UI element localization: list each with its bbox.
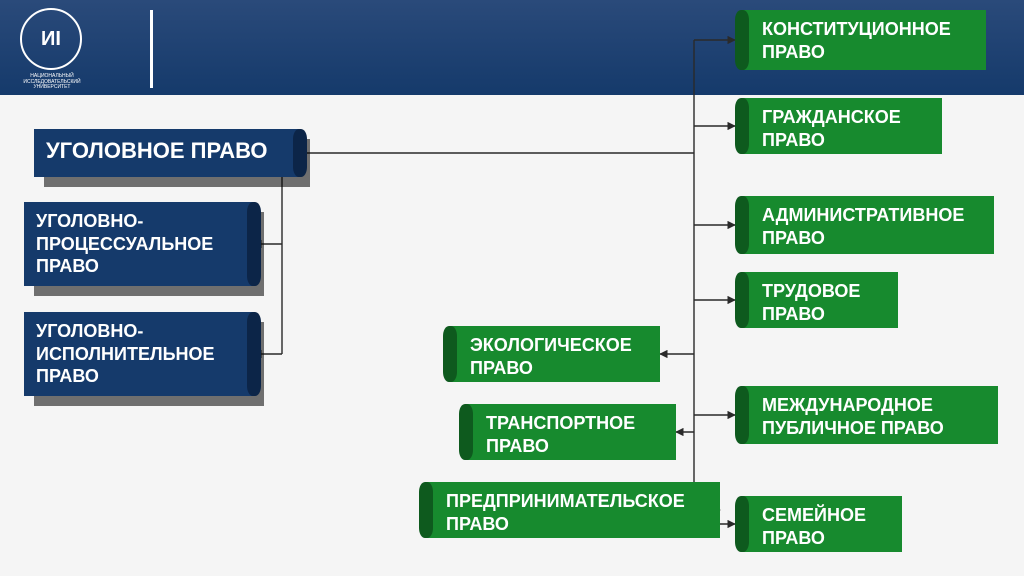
node-label: УГОЛОВНО-ИСПОЛНИТЕЛЬНОЕ ПРАВО — [36, 321, 215, 386]
scroll-icon — [735, 10, 749, 70]
node-label: КОНСТИТУЦИОННОЕ ПРАВО — [762, 19, 951, 62]
node-label: МЕЖДУНАРОДНОЕ ПУБЛИЧНОЕ ПРАВО — [762, 395, 944, 438]
node-label: ТРУДОВОЕ ПРАВО — [762, 281, 860, 324]
scroll-icon — [735, 272, 749, 328]
logo-subtext: НАЦИОНАЛЬНЫЙ ИССЛЕДОВАТЕЛЬСКИЙ УНИВЕРСИТ… — [6, 74, 98, 91]
node-const: КОНСТИТУЦИОННОЕ ПРАВО — [742, 10, 986, 70]
scroll-icon — [247, 312, 261, 396]
node-civil: ГРАЖДАНСКОЕ ПРАВО — [742, 98, 942, 154]
node-family: СЕМЕЙНОЕ ПРАВО — [742, 496, 902, 552]
scroll-icon — [247, 202, 261, 286]
slide: ИI НАЦИОНАЛЬНЫЙ ИССЛЕДОВАТЕЛЬСКИЙ УНИВЕР… — [0, 0, 1024, 576]
scroll-icon — [443, 326, 457, 382]
scroll-icon — [735, 196, 749, 254]
node-label: СЕМЕЙНОЕ ПРАВО — [762, 505, 866, 548]
scroll-icon — [735, 496, 749, 552]
scroll-icon — [459, 404, 473, 460]
node-main: УГОЛОВНОЕ ПРАВО — [34, 129, 300, 177]
node-intl: МЕЖДУНАРОДНОЕ ПУБЛИЧНОЕ ПРАВО — [742, 386, 998, 444]
node-trans: ТРАНСПОРТНОЕ ПРАВО — [466, 404, 676, 460]
node-exec: УГОЛОВНО-ИСПОЛНИТЕЛЬНОЕ ПРАВО — [24, 312, 254, 396]
node-admin: АДМИНИСТРАТИВНОЕ ПРАВО — [742, 196, 994, 254]
node-labor: ТРУДОВОЕ ПРАВО — [742, 272, 898, 328]
node-label: ТРАНСПОРТНОЕ ПРАВО — [486, 413, 635, 456]
node-label: ЭКОЛОГИЧЕСКОЕ ПРАВО — [470, 335, 632, 378]
node-proc: УГОЛОВНО-ПРОЦЕССУАЛЬНОЕ ПРАВО — [24, 202, 254, 286]
hse-logo-icon: ИI — [20, 8, 82, 70]
node-label: ПРЕДПРИНИМАТЕЛЬСКОЕ ПРАВО — [446, 491, 685, 534]
node-label: АДМИНИСТРАТИВНОЕ ПРАВО — [762, 205, 964, 248]
node-label: ГРАЖДАНСКОЕ ПРАВО — [762, 107, 901, 150]
node-eco: ЭКОЛОГИЧЕСКОЕ ПРАВО — [450, 326, 660, 382]
node-label: УГОЛОВНОЕ ПРАВО — [46, 138, 268, 163]
scroll-icon — [735, 386, 749, 444]
scroll-icon — [419, 482, 433, 538]
node-label: УГОЛОВНО-ПРОЦЕССУАЛЬНОЕ ПРАВО — [36, 211, 213, 276]
header-divider — [150, 10, 153, 88]
node-biz: ПРЕДПРИНИМАТЕЛЬСКОЕ ПРАВО — [426, 482, 720, 538]
scroll-icon — [293, 129, 307, 177]
scroll-icon — [735, 98, 749, 154]
